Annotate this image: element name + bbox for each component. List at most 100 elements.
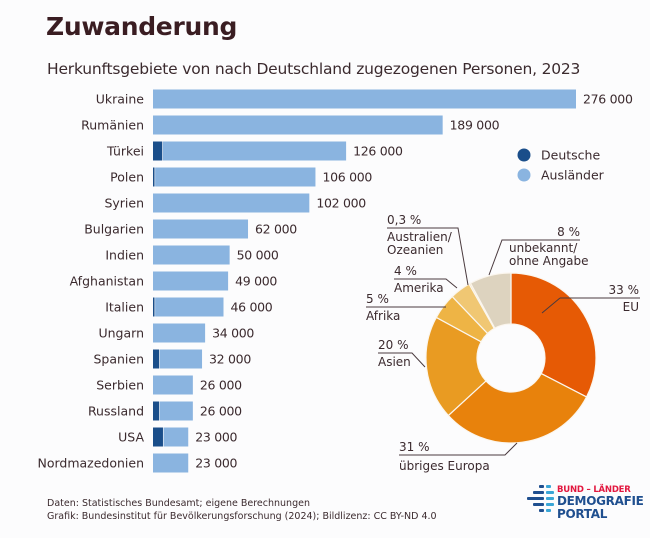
- slice-label-amerika: Amerika: [394, 281, 444, 295]
- logo-mark-icon: [527, 485, 555, 519]
- donut-slice: [447, 372, 588, 444]
- bar-segment-auslaender: [159, 349, 203, 369]
- bar-row: Türkei 126 000: [106, 141, 403, 161]
- category-label: Rumänien: [81, 118, 144, 133]
- value-label: 49 000: [235, 274, 277, 289]
- bar-segment-auslaender: [153, 323, 206, 343]
- bar-row: Italien 46 000: [105, 297, 273, 317]
- bar-segment-auslaender: [153, 375, 193, 395]
- data-source: Daten: Statistisches Bundesamt; eigene B…: [47, 498, 310, 509]
- bar-segment-auslaender: [153, 193, 310, 213]
- leader-line-asien: [378, 352, 426, 368]
- bar-row: USA 23 000: [118, 427, 238, 447]
- slice-pct-europa: 31 %: [399, 440, 430, 454]
- slice-pct-afrika: 5 %: [366, 292, 389, 306]
- chart-subtitle: Herkunftsgebiete von nach Deutschland zu…: [47, 60, 581, 78]
- leader-line-unbekannt: [488, 239, 580, 276]
- bar-segment-auslaender: [153, 271, 229, 291]
- category-label: Serbien: [96, 378, 144, 393]
- slice-label-unbekannt-1: unbekannt/: [509, 241, 578, 255]
- footer: Daten: Statistisches Bundesamt; eigene B…: [47, 497, 437, 523]
- legend-swatch-deutsche: [517, 148, 531, 162]
- graphic-credit: Grafik: Bundesinstitut für Bevölkerungsf…: [47, 511, 437, 522]
- donut-slice: [469, 272, 512, 329]
- slice-label-unbekannt-2: ohne Angabe: [509, 254, 589, 268]
- value-label: 62 000: [255, 222, 297, 237]
- leader-line-amerika: [394, 278, 458, 289]
- slice-pct-asien: 20 %: [378, 338, 409, 352]
- demografie-portal-logo[interactable]: BUND – LÄNDER DEMOGRAFIE PORTAL: [525, 483, 650, 533]
- category-label: Indien: [105, 248, 144, 263]
- logo-line2: PORTAL: [557, 507, 608, 521]
- donut-chart: [425, 272, 597, 444]
- bar-segment-deutsche: [153, 401, 160, 421]
- bar-segment-deutsche: [153, 297, 155, 317]
- bar-segment-deutsche: [153, 167, 155, 187]
- value-label: 106 000: [322, 170, 372, 185]
- category-label: Bulgarien: [84, 222, 144, 237]
- value-label: 102 000: [316, 196, 366, 211]
- slice-label-afrika: Afrika: [366, 309, 400, 323]
- bar-segment-deutsche: [153, 349, 160, 369]
- bar-row: Ukraine 276 000: [96, 89, 633, 109]
- slice-pct-amerika: 4 %: [394, 264, 417, 278]
- slice-label-asien: Asien: [378, 355, 411, 369]
- donut-slice: [425, 316, 487, 417]
- category-label: Afghanistan: [70, 274, 144, 289]
- value-label: 189 000: [450, 118, 500, 133]
- category-label: Nordmazedonien: [37, 456, 144, 471]
- slice-label-europa: übriges Europa: [399, 459, 490, 473]
- bar-segment-auslaender: [153, 115, 443, 135]
- bar-row: Nordmazedonien 23 000: [37, 453, 238, 473]
- legend-label-auslaender: Ausländer: [541, 168, 605, 183]
- category-label: Ukraine: [96, 92, 145, 107]
- slice-label-ozeanien-1: Australien/: [387, 230, 453, 244]
- bar-row: Polen 106 000: [110, 167, 373, 187]
- category-label: Polen: [110, 170, 144, 185]
- category-label: USA: [118, 430, 144, 445]
- leader-line-ozeanien: [387, 227, 469, 286]
- bar-row: Rumänien 189 000: [81, 115, 500, 135]
- value-label: 26 000: [200, 404, 242, 419]
- leader-line-eu-diag: [541, 297, 561, 314]
- bar-segment-auslaender: [153, 453, 189, 473]
- bar-segment-auslaender: [155, 297, 224, 317]
- bar-row: Spanien 32 000: [93, 349, 252, 369]
- chart-title: Zuwanderung: [46, 12, 238, 41]
- logo-top-text: BUND – LÄNDER: [557, 485, 631, 495]
- value-label: 23 000: [195, 456, 237, 471]
- bar-row: Bulgarien 62 000: [84, 219, 298, 239]
- logo-line1: DEMOGRAFIE: [557, 494, 644, 508]
- bar-segment-auslaender: [163, 427, 189, 447]
- category-label: Syrien: [104, 196, 144, 211]
- bar-segment-auslaender: [159, 401, 193, 421]
- value-label: 26 000: [200, 378, 242, 393]
- category-label: Spanien: [93, 352, 144, 367]
- leader-line-europa: [399, 442, 518, 456]
- legend-label-deutsche: Deutsche: [541, 148, 600, 163]
- bar-segment-deutsche: [153, 427, 163, 447]
- bar-row: Russland 26 000: [88, 401, 242, 421]
- bar-segment-auslaender: [155, 167, 316, 187]
- slice-pct-eu: 33 %: [609, 283, 640, 297]
- slice-label-eu: EU: [623, 300, 639, 314]
- bar-segment-deutsche: [153, 141, 163, 161]
- donut-labels: 33 % EU 31 % übriges Europa 20 % Asien 5 % Afri…: [366, 213, 640, 473]
- logo-main-text: DEMOGRAFIE PORTAL: [557, 495, 644, 521]
- category-label: Ungarn: [98, 326, 144, 341]
- bar-segment-auslaender: [153, 89, 576, 109]
- slice-pct-ozeanien: 0,3 %: [387, 213, 421, 227]
- slice-pct-unbekannt: 8 %: [557, 225, 580, 239]
- value-label: 34 000: [212, 326, 254, 341]
- category-label: Türkei: [106, 144, 144, 159]
- bar-row: Indien 50 000: [105, 245, 279, 265]
- category-label: Italien: [105, 300, 144, 315]
- category-label: Russland: [88, 404, 144, 419]
- bar-chart: Ukraine 276 000 Rumänien 189 000 Türkei 126 0…: [37, 89, 633, 473]
- value-label: 23 000: [195, 430, 237, 445]
- donut-slice: [510, 272, 597, 398]
- bar-segment-auslaender: [153, 219, 249, 239]
- bar-row: Syrien 102 000: [104, 193, 367, 213]
- value-label: 32 000: [209, 352, 251, 367]
- bar-segment-auslaender: [162, 141, 347, 161]
